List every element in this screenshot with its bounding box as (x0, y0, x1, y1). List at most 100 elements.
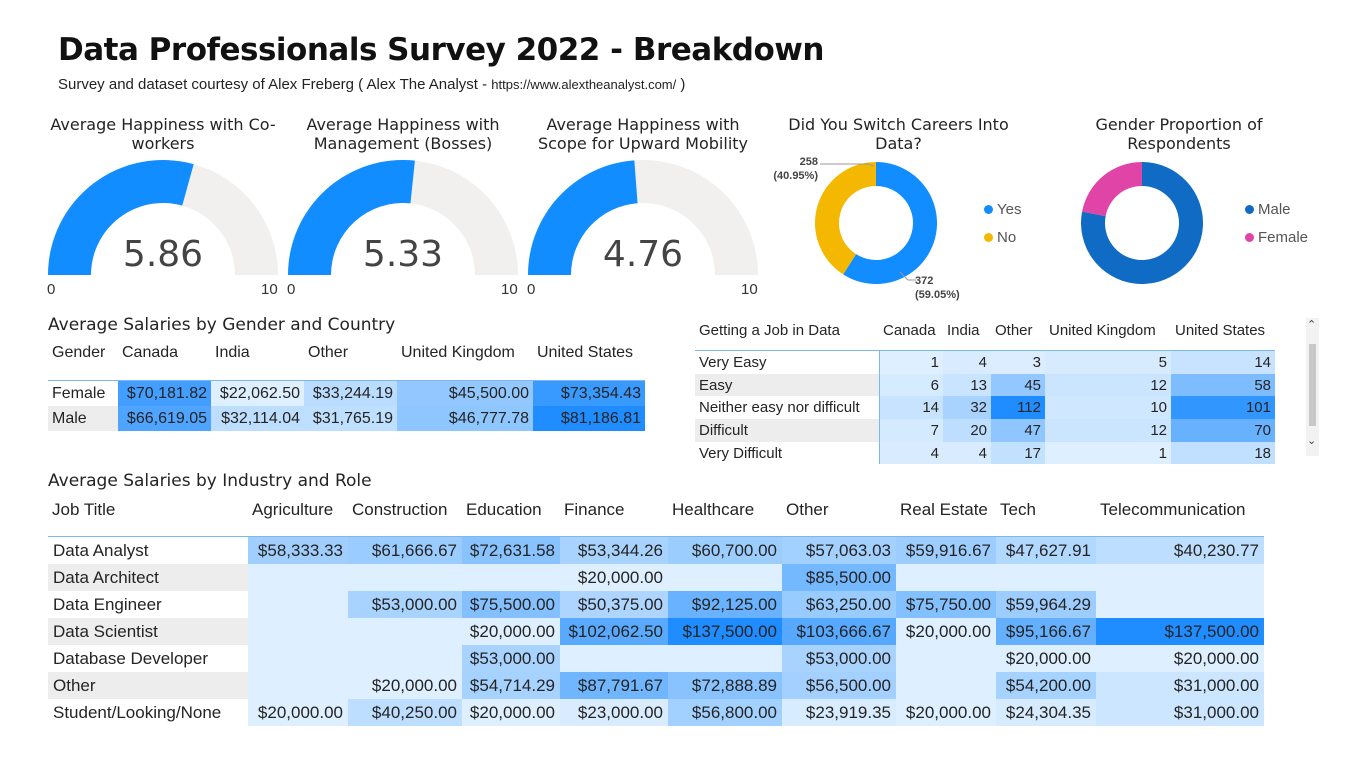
table-cell[interactable]: $40,230.77 (1096, 536, 1264, 564)
table-cell[interactable]: 101 (1171, 396, 1275, 420)
table-cell[interactable]: $54,714.29 (462, 672, 560, 699)
table-cell[interactable]: $103,666.67 (782, 618, 896, 645)
table-cell[interactable]: 14 (1171, 349, 1275, 374)
table-cell[interactable]: $20,000.00 (462, 699, 560, 726)
table-cell[interactable]: $23,919.35 (782, 699, 896, 726)
column-header[interactable]: Other (308, 344, 349, 361)
table-cell[interactable]: 4 (943, 441, 991, 465)
table-cell[interactable]: $53,000.00 (348, 591, 462, 618)
table-cell[interactable] (668, 564, 782, 591)
row-header[interactable]: Other (48, 672, 248, 699)
column-header[interactable]: Getting a Job in Data (699, 322, 840, 339)
gauge-management[interactable] (288, 160, 518, 275)
donut-gender[interactable] (1081, 162, 1203, 284)
table-cell[interactable]: $85,500.00 (782, 564, 896, 591)
table-cell[interactable]: $56,500.00 (782, 672, 896, 699)
donut-slice-yes[interactable] (843, 162, 937, 284)
scroll-thumb[interactable] (1309, 344, 1316, 426)
table-cell[interactable] (896, 672, 996, 699)
gauge-fill[interactable] (288, 160, 415, 275)
row-header[interactable]: Student/Looking/None (48, 699, 248, 726)
row-header[interactable]: Very Difficult (695, 441, 880, 465)
table-cell[interactable]: $20,000.00 (560, 564, 668, 591)
table-cell[interactable] (996, 564, 1096, 591)
table-cell[interactable]: $56,800.00 (668, 699, 782, 726)
row-header[interactable]: Male (48, 406, 118, 431)
column-header[interactable]: Construction (352, 500, 448, 519)
table-cell[interactable]: $75,750.00 (896, 591, 996, 618)
table-cell[interactable]: 58 (1171, 373, 1275, 397)
table-cell[interactable]: $53,000.00 (462, 645, 560, 672)
table-cell[interactable]: $102,062.50 (560, 618, 668, 645)
table-cell[interactable]: $32,114.04 (211, 406, 304, 431)
table-cell[interactable] (248, 618, 348, 645)
table-cell[interactable]: $92,125.00 (668, 591, 782, 618)
table-cell[interactable]: $66,619.05 (118, 406, 211, 431)
column-header[interactable]: Canada (122, 344, 179, 361)
column-header[interactable]: United States (537, 344, 634, 361)
table-cell[interactable] (248, 591, 348, 618)
table-cell[interactable]: $72,631.58 (462, 536, 560, 564)
table-cell[interactable] (348, 645, 462, 672)
table-cell[interactable]: 18 (1171, 441, 1275, 465)
legend-yes[interactable]: Yes (984, 201, 1021, 218)
table-cell[interactable]: $20,000.00 (248, 699, 348, 726)
column-header[interactable]: Job Title (52, 500, 116, 519)
table-cell[interactable] (462, 564, 560, 591)
table-cell[interactable]: 1 (879, 349, 943, 374)
table-cell[interactable]: $31,000.00 (1096, 672, 1264, 699)
column-header[interactable]: United States (1175, 322, 1266, 339)
donut-switch-careers[interactable] (815, 162, 937, 284)
table-cell[interactable]: $70,181.82 (118, 380, 211, 406)
row-header[interactable]: Neither easy nor difficult (695, 396, 880, 420)
table-cell[interactable]: $40,250.00 (348, 699, 462, 726)
table-industry-role[interactable]: Job Title Agriculture Construction Educatio… (48, 500, 1264, 726)
table-cell[interactable]: 6 (879, 373, 943, 397)
table-cell[interactable]: $47,627.91 (996, 536, 1096, 564)
table-cell[interactable] (248, 672, 348, 699)
table-cell[interactable]: 7 (879, 419, 943, 442)
table-cell[interactable]: $31,765.19 (304, 406, 397, 431)
table-cell[interactable]: $95,166.67 (996, 618, 1096, 645)
gauge-mobility[interactable] (528, 160, 758, 275)
table-cell[interactable]: 4 (879, 441, 943, 465)
row-header[interactable]: Female (48, 380, 118, 406)
table-cell[interactable]: 70 (1171, 419, 1275, 442)
table-cell[interactable]: $20,000.00 (996, 645, 1096, 672)
table-cell[interactable]: $61,666.67 (348, 536, 462, 564)
table-cell[interactable]: 12 (1045, 419, 1171, 442)
table-cell[interactable]: $81,186.81 (533, 406, 645, 431)
table-cell[interactable]: 14 (879, 396, 943, 420)
subtitle-url[interactable]: https://www.alextheanalyst.com/ (491, 77, 677, 92)
gauge-coworkers[interactable] (48, 160, 278, 275)
table-cell[interactable]: $59,964.29 (996, 591, 1096, 618)
row-header[interactable]: Difficult (695, 419, 880, 442)
column-header[interactable]: India (947, 322, 980, 339)
table-cell[interactable]: $20,000.00 (462, 618, 560, 645)
legend-male[interactable]: Male (1245, 201, 1291, 218)
table-cell[interactable]: $23,000.00 (560, 699, 668, 726)
column-header[interactable]: Healthcare (672, 500, 755, 519)
table-cell[interactable]: 13 (943, 373, 991, 397)
column-header[interactable]: Agriculture (252, 500, 334, 519)
table-cell[interactable]: 1 (1045, 441, 1171, 465)
table-gender-country[interactable]: Gender Canada India Other United Kingdom Unit… (48, 344, 645, 431)
table-cell[interactable] (348, 618, 462, 645)
table-cell[interactable]: 20 (943, 419, 991, 442)
table-cell[interactable]: $53,344.26 (560, 536, 668, 564)
column-header[interactable]: Telecommunication (1100, 500, 1246, 519)
table-cell[interactable]: $20,000.00 (348, 672, 462, 699)
row-header[interactable]: Data Architect (48, 564, 248, 591)
donut-slice-male[interactable] (1081, 162, 1203, 284)
donut-slice-female[interactable] (1082, 162, 1142, 217)
gauge-fill[interactable] (48, 160, 194, 275)
table-cell[interactable]: $31,000.00 (1096, 699, 1264, 726)
table-cell[interactable]: $24,304.35 (996, 699, 1096, 726)
table-cell[interactable]: $54,200.00 (996, 672, 1096, 699)
row-header[interactable]: Very Easy (695, 349, 880, 374)
table-cell[interactable] (1096, 564, 1264, 591)
table-scrollbar[interactable]: ⌃ ⌄ (1306, 318, 1319, 456)
column-header[interactable]: India (215, 344, 250, 361)
table-cell[interactable]: $137,500.00 (668, 618, 782, 645)
legend-no[interactable]: No (984, 229, 1016, 246)
